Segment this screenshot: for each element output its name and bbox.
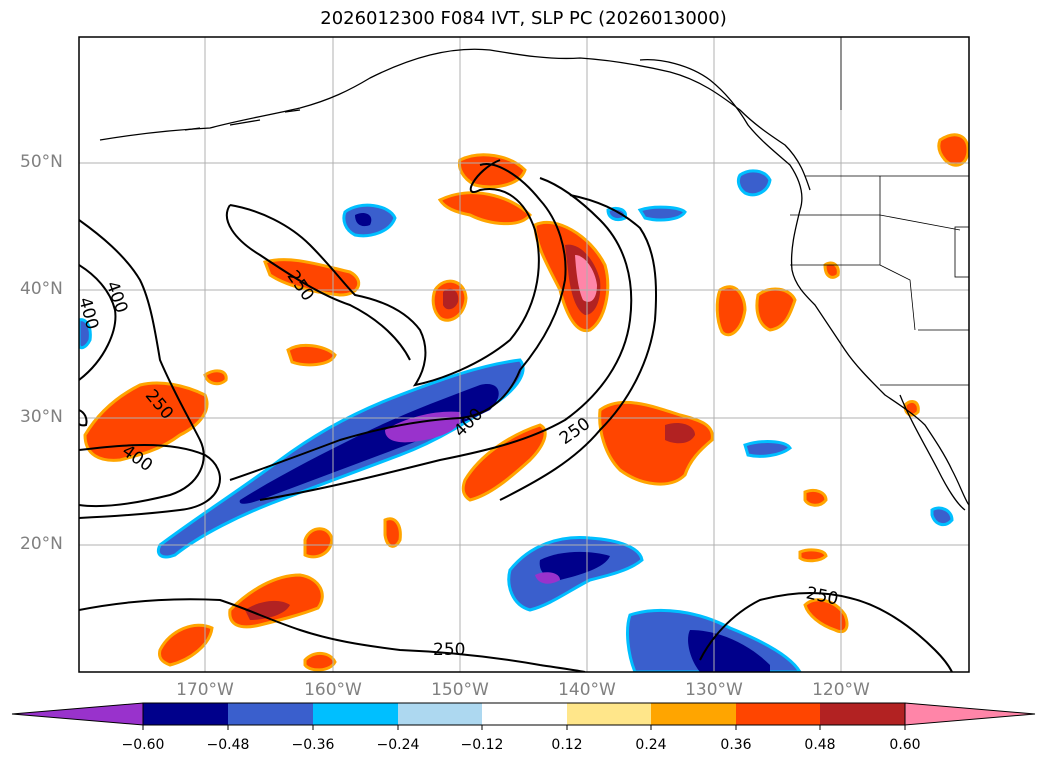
colorbar-tick-label: 0.48: [804, 737, 836, 753]
colorbar-tick-label: 0.36: [720, 737, 752, 753]
coastlines: [99, 48, 969, 511]
us-west-coast: [790, 209, 969, 506]
anomaly-blob: [539, 551, 610, 580]
anomaly-blob: [637, 205, 687, 222]
negative-anomaly-regions: [79, 169, 954, 672]
map-title: 2026012300 F084 IVT, SLP PC (2026013000): [320, 8, 727, 29]
contour-250-upper: [229, 159, 540, 387]
contour-label: 400: [101, 279, 131, 316]
anomaly-blob: [823, 261, 840, 279]
political-borders: [790, 37, 969, 386]
lon-label-160w: 160°W: [304, 680, 362, 700]
contour-250-outer: [259, 177, 633, 501]
colorbar-tick-label: −0.24: [376, 737, 420, 753]
colorbar-segment: [313, 703, 398, 725]
anomaly-blob: [383, 517, 402, 548]
lon-label-120w: 120°W: [812, 680, 870, 700]
colorbar-tick-label: 0.60: [889, 737, 921, 753]
lon-label-150w: 150°W: [431, 680, 489, 700]
slp-contours: [79, 159, 953, 672]
california-line: [790, 264, 916, 331]
baja-coast: [899, 394, 966, 511]
lat-label-30n: 30°N: [20, 407, 63, 427]
colorbar-segment: [820, 703, 905, 725]
anomaly-blob: [688, 630, 770, 672]
lon-label-140w: 140°W: [558, 680, 616, 700]
anomaly-blob: [158, 623, 214, 667]
anomaly-blob: [535, 572, 560, 584]
colorbar-extend-high: [904, 702, 1036, 726]
contour-label: 250: [433, 640, 465, 660]
contour-400-middle: [229, 163, 567, 481]
anomaly-blob: [355, 213, 372, 227]
anomaly-blob: [755, 287, 797, 332]
anomaly-blob: [937, 133, 969, 167]
colorbar-segment: [143, 703, 228, 725]
contour-250-far: [499, 194, 658, 501]
anomaly-blob: [665, 423, 695, 444]
anomaly-blob: [598, 400, 714, 486]
lat-label-20n: 20°N: [20, 534, 63, 554]
anomaly-blob: [743, 440, 792, 458]
colorbar-segment: [482, 703, 567, 725]
colorbar-tick-label: −0.36: [291, 737, 335, 753]
anomaly-blob: [437, 191, 532, 226]
colorbar-segment: [228, 703, 313, 725]
anomaly-blob: [606, 206, 628, 222]
colorbar-tick-label: −0.48: [206, 737, 250, 753]
colorbar-tick-label: −0.60: [121, 737, 165, 753]
colorbar-segment: [567, 703, 651, 725]
anomaly-blob: [79, 318, 92, 350]
lat-label-40n: 40°N: [20, 279, 63, 299]
anomaly-blob: [245, 600, 290, 620]
colorbar-tick-label: −0.12: [460, 737, 504, 753]
contour-250-bottom-right: [699, 591, 953, 672]
anomaly-blob: [286, 343, 337, 367]
lon-label-130w: 130°W: [685, 680, 743, 700]
anomaly-blob: [443, 288, 459, 310]
anomaly-blob: [736, 169, 772, 197]
colorbar-segment: [398, 703, 482, 725]
aleutians: [184, 109, 301, 131]
graticule: [79, 37, 969, 672]
colorbar-segment: [651, 703, 736, 725]
anomaly-blob: [715, 285, 747, 337]
colorbar-tick-label: 0.24: [635, 737, 667, 753]
anomaly-blob: [803, 598, 849, 634]
anomaly-blob: [83, 381, 209, 462]
contour-left: [79, 219, 205, 508]
oregon-line: [790, 214, 961, 231]
anomaly-blob: [263, 258, 361, 297]
colorbar-extend-low: [11, 702, 144, 726]
lon-label-170w: 170°W: [176, 680, 234, 700]
contour-250-loop: [225, 204, 411, 361]
anomaly-blob: [461, 423, 547, 502]
plot-frame: [78, 36, 970, 673]
lat-label-50n: 50°N: [20, 152, 63, 172]
anomaly-blob: [803, 488, 828, 507]
anomaly-blob: [303, 652, 337, 672]
contour-left-inner: [79, 264, 117, 381]
anomaly-blob: [203, 369, 228, 386]
anomaly-blob: [303, 527, 334, 559]
colorbar-segment: [736, 703, 820, 725]
colorbar: [11, 702, 1036, 730]
anomaly-blob: [930, 506, 954, 527]
bc-coast: [639, 59, 803, 211]
anomaly-blob: [798, 548, 828, 563]
colorbar-tick-label: 0.12: [551, 737, 583, 753]
contour-small: [79, 409, 88, 427]
contour-250-bottom: [79, 598, 586, 672]
alaska-coast: [99, 48, 811, 191]
anomaly-blob: [458, 153, 527, 189]
contour-left-lower: [79, 444, 221, 519]
